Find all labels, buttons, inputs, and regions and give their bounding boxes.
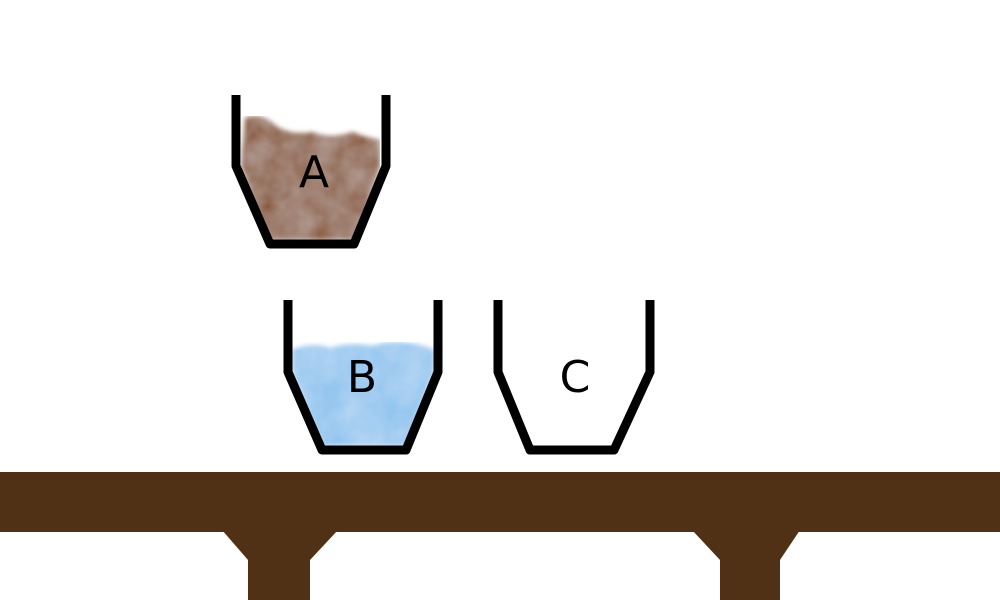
table-leg-left (222, 530, 338, 600)
cup-b-contents (292, 342, 434, 446)
cup-a-contents (241, 116, 380, 240)
cup-b-label: B (347, 352, 377, 403)
cup-a: A (231, 95, 391, 249)
cup-c-label: C (560, 352, 591, 403)
cup-c: C (493, 300, 655, 455)
cup-b-outline (283, 300, 443, 455)
cup-a-outline (231, 95, 391, 249)
table-top (0, 472, 1000, 532)
cup-a-label: A (299, 147, 329, 198)
table (0, 472, 1000, 600)
cup-b: B (283, 300, 443, 455)
table-leg-right (692, 530, 800, 600)
cup-c-outline (493, 300, 655, 455)
